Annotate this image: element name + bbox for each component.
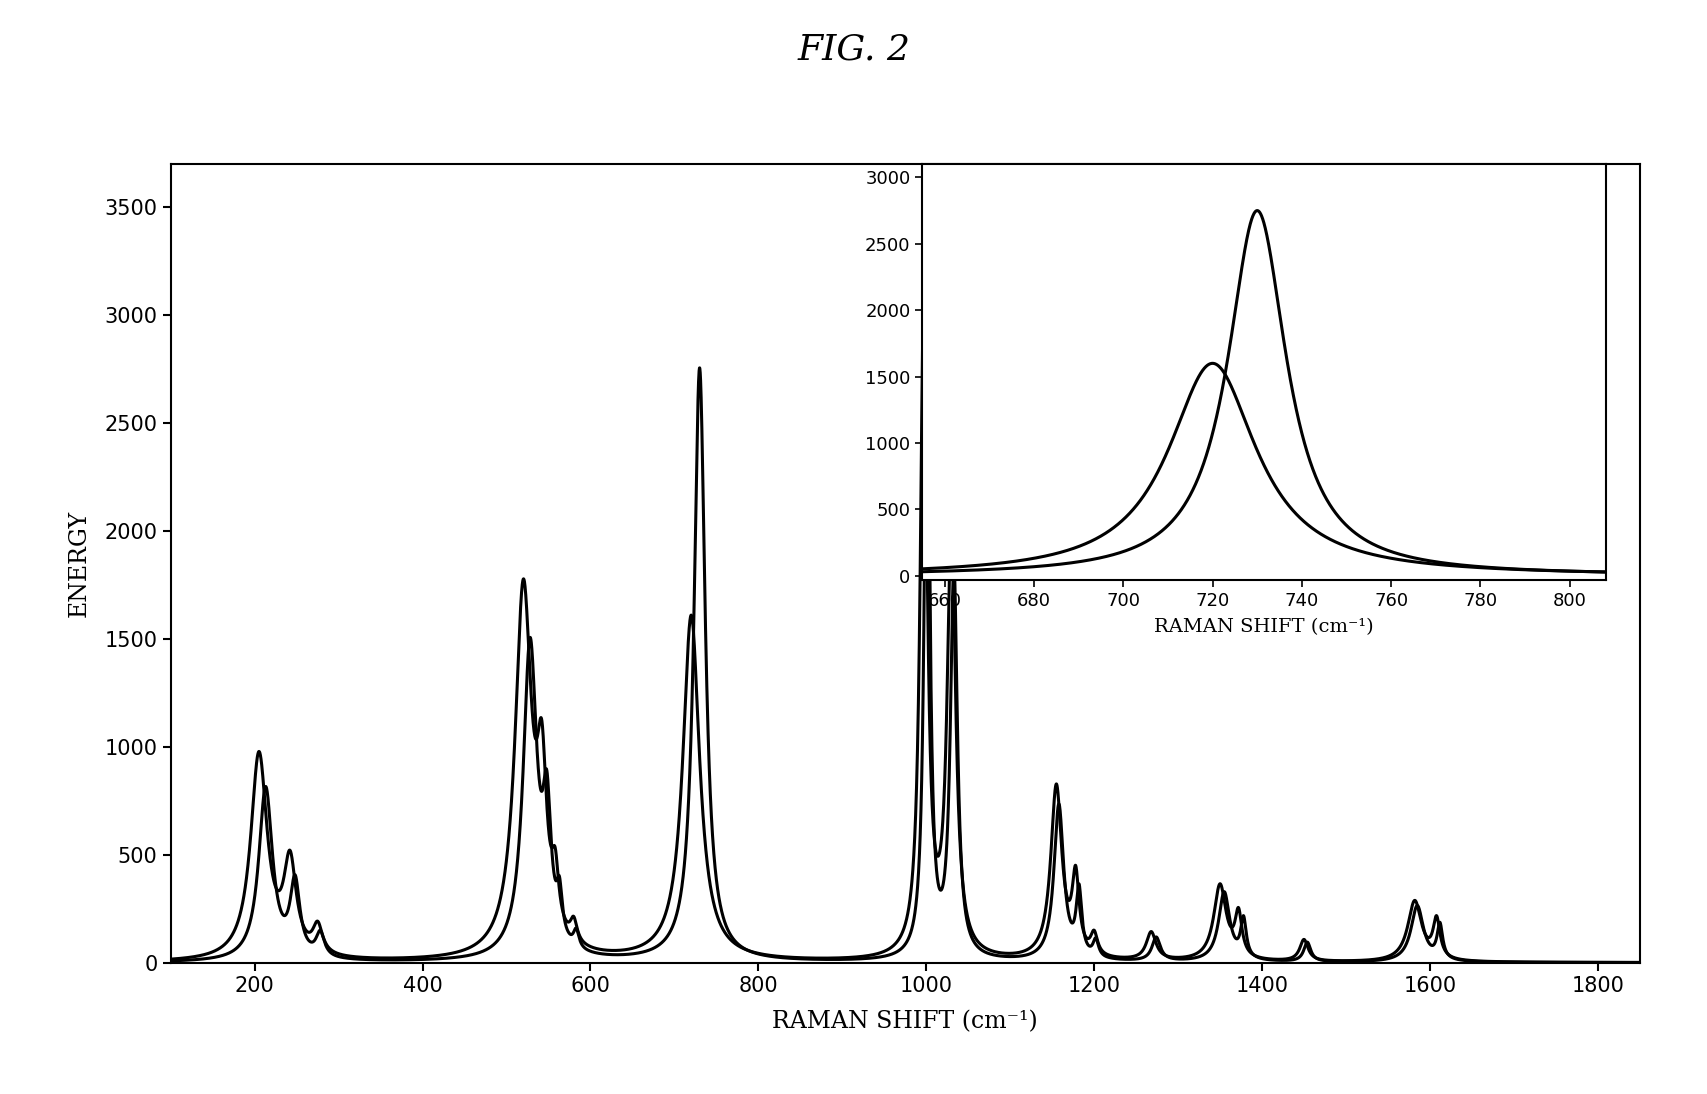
X-axis label: RAMAN SHIFT (cm⁻¹): RAMAN SHIFT (cm⁻¹) <box>772 1010 1038 1033</box>
X-axis label: RAMAN SHIFT (cm⁻¹): RAMAN SHIFT (cm⁻¹) <box>1154 618 1372 636</box>
Text: FIG. 2: FIG. 2 <box>797 33 910 67</box>
Y-axis label: ENERGY: ENERGY <box>68 510 90 617</box>
